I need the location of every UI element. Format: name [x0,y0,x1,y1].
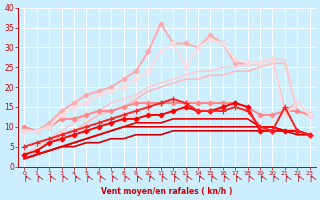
X-axis label: Vent moyen/en rafales ( kn/h ): Vent moyen/en rafales ( kn/h ) [101,187,233,196]
